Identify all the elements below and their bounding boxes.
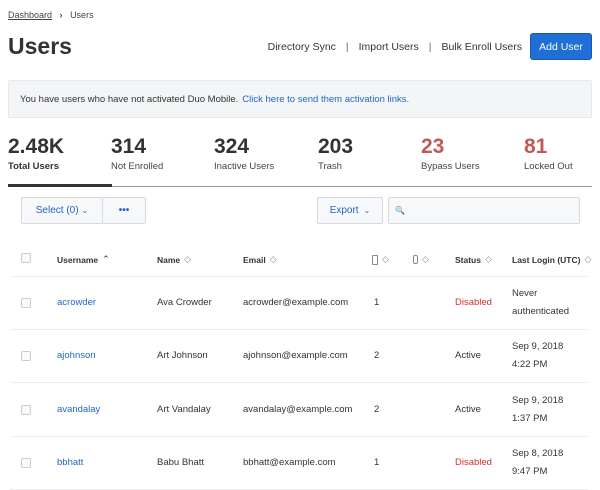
stat-label: Locked Out (524, 161, 573, 172)
stat-value: 2.48K (8, 135, 65, 158)
sort-icon: ◇ (422, 254, 429, 264)
banner-text: You have users who have not activated Du… (20, 93, 239, 105)
stat-tab[interactable]: 23 Bypass Users (421, 135, 480, 172)
sort-icon: ◇ (584, 254, 592, 264)
sort-icon: ◇ (382, 254, 389, 264)
sort-icon: ◇ (269, 254, 277, 264)
stat-tab[interactable]: 81 Locked Out (524, 135, 573, 172)
name-cell: Art Vandalay (157, 403, 211, 415)
activation-banner: You have users who have not activated Du… (8, 80, 592, 118)
search-input[interactable]: 🔍 (388, 197, 580, 224)
stat-value: 314 (111, 135, 147, 158)
column-last-login[interactable]: Last Login (UTC) ◇ (512, 254, 592, 265)
stat-value: 324 (214, 135, 250, 158)
chevron-right-icon: › (59, 10, 63, 20)
chevron-down-icon: ⌄ (363, 206, 371, 215)
chevron-down-icon: ⌄ (81, 206, 89, 215)
import-users-link[interactable]: Import Users (358, 41, 419, 53)
tab-divider (8, 186, 592, 187)
add-user-button[interactable]: Add User (530, 33, 592, 60)
last-login-cell: Never authenticated (512, 288, 570, 317)
active-tab-indicator (8, 184, 112, 187)
breadcrumb: Dashboard › Users (8, 10, 94, 20)
select-dropdown[interactable]: Select (0) ⌄ (21, 197, 103, 224)
directory-sync-link[interactable]: Directory Sync (267, 41, 336, 53)
row-divider (10, 382, 588, 384)
token-icon (413, 255, 418, 264)
more-actions-button[interactable]: ••• (102, 197, 146, 224)
email-cell: bbhatt@example.com (243, 456, 336, 468)
divider: | (345, 41, 349, 53)
status-cell: Active (455, 403, 481, 415)
stat-tab[interactable]: 314 Not Enrolled (111, 135, 163, 172)
last-login-cell: Sep 8, 2018 9:47 PM (512, 447, 564, 477)
sort-icon: ◇ (184, 254, 192, 264)
phones-cell: 2 (374, 403, 380, 415)
sort-asc-icon: ⌃ (102, 254, 110, 264)
search-icon: 🔍 (395, 206, 405, 215)
row-divider (10, 329, 588, 330)
select-label: Select (0) (35, 205, 79, 216)
select-all-checkbox[interactable] (21, 253, 31, 263)
status-cell: Disabled (455, 456, 492, 468)
phones-cell: 1 (374, 297, 380, 308)
header-links: Directory Sync | Import Users | Bulk Enrol… (268, 41, 522, 53)
username-link[interactable]: acrowder (57, 297, 97, 308)
stat-value: 81 (524, 135, 548, 158)
breadcrumb-dashboard-link[interactable]: Dashboard (8, 10, 53, 20)
stat-value: 203 (318, 135, 354, 158)
export-dropdown[interactable]: Export ⌄ (317, 197, 383, 224)
column-name[interactable]: Name ◇ (157, 254, 192, 265)
column-tokens[interactable]: ◇ (413, 254, 429, 265)
phones-cell: 2 (374, 350, 380, 362)
export-label: Export (329, 205, 359, 216)
email-cell: acrowder@example.com (243, 297, 349, 308)
stat-tab[interactable]: 203 Trash (318, 135, 353, 172)
stat-label: Trash (318, 161, 342, 172)
row-checkbox[interactable] (21, 404, 31, 415)
row-divider (10, 435, 588, 437)
name-cell: Ava Crowder (157, 297, 212, 308)
column-username[interactable]: Username ⌃ (57, 254, 110, 265)
sort-icon: ◇ (484, 254, 492, 264)
bulk-enroll-link[interactable]: Bulk Enroll Users (441, 41, 522, 53)
send-activation-link[interactable]: Click here to send them activation links… (242, 93, 410, 105)
phones-cell: 1 (374, 456, 380, 468)
stat-tab[interactable]: 324 Inactive Users (214, 135, 274, 172)
row-checkbox[interactable] (21, 351, 31, 362)
divider: | (428, 41, 432, 53)
stat-tab[interactable]: 2.48K Total Users (8, 135, 64, 172)
phone-icon (372, 254, 378, 265)
last-login-cell: Sep 9, 2018 4:22 PM (512, 341, 564, 371)
stat-label: Total Users (8, 161, 60, 172)
row-checkbox[interactable] (21, 457, 31, 468)
stat-label: Inactive Users (214, 161, 275, 172)
status-cell: Disabled (455, 297, 492, 308)
username-link[interactable]: avandalay (57, 403, 101, 415)
stat-label: Not Enrolled (111, 161, 164, 172)
column-phones[interactable]: ◇ (372, 254, 389, 265)
row-divider (10, 276, 588, 277)
last-login-cell: Sep 9, 2018 1:37 PM (512, 394, 564, 424)
name-cell: Art Johnson (157, 350, 208, 362)
status-cell: Active (455, 350, 481, 362)
name-cell: Babu Bhatt (157, 456, 205, 468)
row-checkbox[interactable] (21, 298, 31, 308)
username-link[interactable]: bbhatt (57, 456, 84, 468)
email-cell: avandalay@example.com (243, 403, 353, 415)
page-title: Users (8, 33, 72, 59)
stat-value: 23 (421, 135, 445, 158)
breadcrumb-current: Users (70, 10, 94, 20)
stat-label: Bypass Users (421, 161, 480, 172)
column-status[interactable]: Status ◇ (455, 254, 492, 265)
username-link[interactable]: ajohnson (57, 350, 96, 362)
email-cell: ajohnson@example.com (243, 350, 348, 362)
column-email[interactable]: Email ◇ (243, 254, 277, 265)
